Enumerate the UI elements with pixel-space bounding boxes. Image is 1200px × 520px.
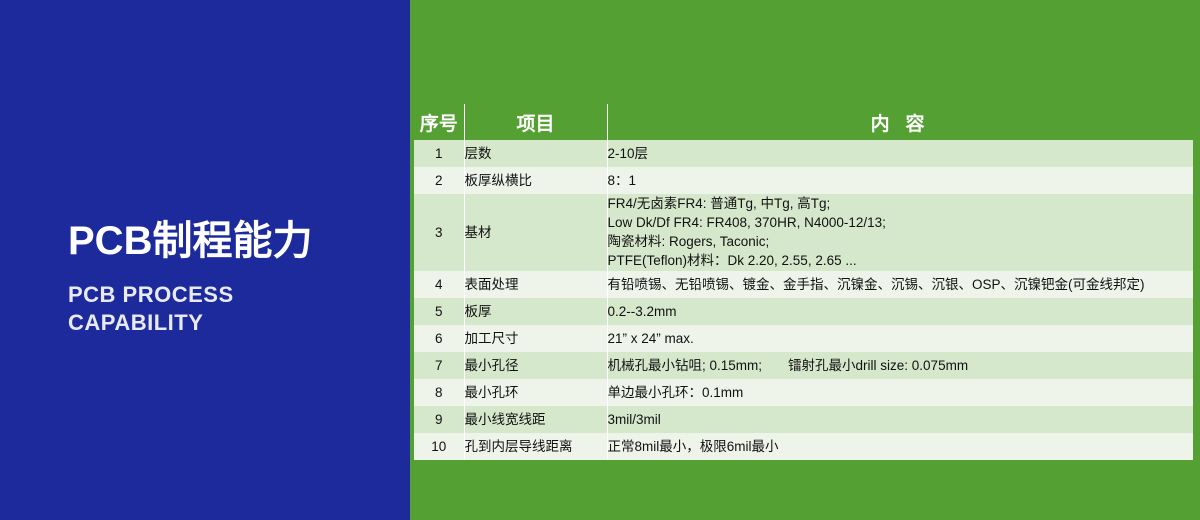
row-value-part-a: 机械孔最小钻咀; 0.15mm; (607, 357, 763, 373)
row-number: 9 (414, 405, 465, 433)
row-value: 21” x 24” max. (607, 324, 1193, 352)
row-item: 基材 (464, 194, 608, 271)
row-item: 最小线宽线距 (464, 405, 608, 433)
table-header-row: 序号 项目 内 容 (414, 104, 1193, 140)
table-row: 9 最小线宽线距 3mil/3mil (414, 405, 1193, 433)
row-item: 孔到内层导线距离 (464, 432, 608, 460)
row-item: 最小孔环 (464, 378, 608, 406)
row-value-part-b: 镭射孔最小drill size: 0.075mm (788, 357, 969, 373)
row-value-line-2b: 陶瓷材料: Rogers, Taconic; (607, 234, 770, 250)
row-value: 机械孔最小钻咀; 0.15mm; 镭射孔最小drill size: 0.075mm (607, 351, 1193, 379)
row-number: 1 (414, 140, 465, 167)
table-row: 6 加工尺寸 21” x 24” max. (414, 324, 1193, 352)
page-subtitle-english: PCB PROCESS CAPABILITY (68, 281, 312, 336)
row-value: 0.2--3.2mm (607, 297, 1193, 325)
pcb-capability-table: 序号 项目 内 容 1 层数 2-10层 2 板厚纵横比 8：1 3 基材 (414, 104, 1193, 460)
row-number: 4 (414, 270, 465, 298)
row-value: 有铅喷锡、无铅喷锡、镀金、金手指、沉镍金、沉锡、沉银、OSP、沉镍钯金(可金线邦… (607, 270, 1193, 298)
row-value-line-1: FR4/无卤素FR4: 普通Tg, 中Tg, 高Tg; (607, 196, 831, 211)
title-panel: PCB制程能力 PCB PROCESS CAPABILITY (0, 0, 410, 520)
table-row: 7 最小孔径 机械孔最小钻咀; 0.15mm; 镭射孔最小drill size: … (414, 351, 1193, 379)
row-value: 3mil/3mil (607, 405, 1193, 433)
row-value: 正常8mil最小，极限6mil最小 (607, 432, 1193, 460)
row-value-line-2: Low Dk/Df FR4: FR408, 370HR, N4000-12/13… (608, 213, 1194, 251)
table-body: 1 层数 2-10层 2 板厚纵横比 8：1 3 基材 FR4/无卤素FR4: … (414, 140, 1193, 460)
page-subtitle-line-1: PCB PROCESS (68, 282, 234, 307)
table-row: 8 最小孔环 单边最小孔环：0.1mm (414, 378, 1193, 406)
page-subtitle-line-2: CAPABILITY (68, 309, 204, 335)
title-block: PCB制程能力 PCB PROCESS CAPABILITY (68, 218, 312, 336)
row-number: 7 (414, 351, 465, 379)
row-number: 5 (414, 297, 465, 325)
table-row: 10 孔到内层导线距离 正常8mil最小，极限6mil最小 (414, 432, 1193, 460)
row-item: 最小孔径 (464, 351, 608, 379)
row-number: 2 (414, 167, 465, 194)
content-panel: 序号 项目 内 容 1 层数 2-10层 2 板厚纵横比 8：1 3 基材 (410, 0, 1200, 520)
row-value: FR4/无卤素FR4: 普通Tg, 中Tg, 高Tg; Low Dk/Df FR… (607, 194, 1193, 271)
row-value-line-2a: Low Dk/Df FR4: FR408, 370HR, N4000-12/13… (607, 215, 886, 231)
column-header-item: 项目 (464, 104, 608, 140)
table-row: 2 板厚纵横比 8：1 (414, 167, 1193, 194)
row-item: 板厚纵横比 (464, 167, 608, 194)
row-number: 8 (414, 378, 465, 406)
row-item: 层数 (464, 140, 608, 167)
row-value: 2-10层 (607, 140, 1193, 167)
column-header-content: 内 容 (607, 104, 1193, 140)
row-item: 板厚 (464, 297, 608, 325)
row-value-line-3: PTFE(Teflon)材料：Dk 2.20, 2.55, 2.65 ... (607, 253, 857, 269)
page-title-chinese: PCB制程能力 (68, 219, 313, 263)
row-value: 8：1 (607, 167, 1193, 194)
column-header-no: 序号 (414, 104, 465, 140)
row-value: 单边最小孔环：0.1mm (607, 378, 1193, 406)
row-number: 10 (414, 432, 465, 460)
row-item: 表面处理 (464, 270, 608, 298)
table-header: 序号 项目 内 容 (414, 104, 1193, 140)
table-row: 1 层数 2-10层 (414, 140, 1193, 167)
row-number: 6 (414, 324, 465, 352)
table-row: 3 基材 FR4/无卤素FR4: 普通Tg, 中Tg, 高Tg; Low Dk/… (414, 194, 1193, 271)
row-number: 3 (414, 194, 465, 271)
table-row: 4 表面处理 有铅喷锡、无铅喷锡、镀金、金手指、沉镍金、沉锡、沉银、OSP、沉镍… (414, 270, 1193, 298)
table-row: 5 板厚 0.2--3.2mm (414, 297, 1193, 325)
row-item: 加工尺寸 (464, 324, 608, 352)
